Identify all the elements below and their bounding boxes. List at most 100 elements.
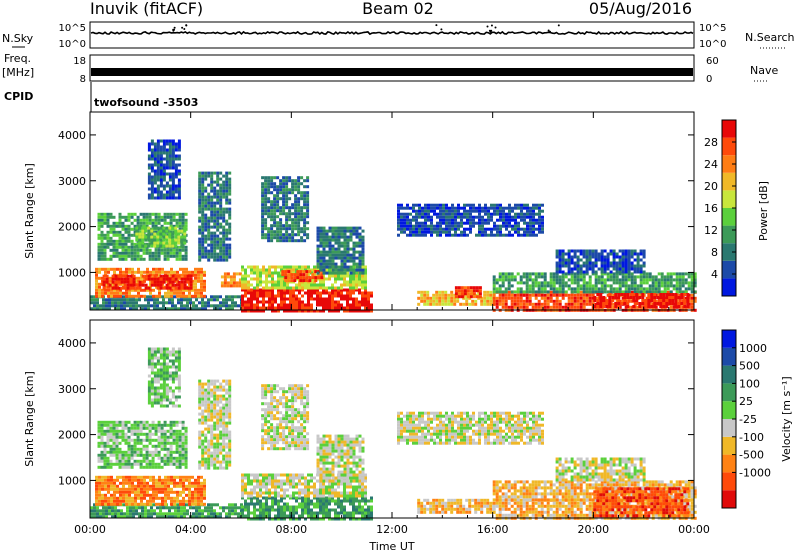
power-cell — [472, 292, 476, 296]
power-cell — [300, 218, 304, 222]
power-cell — [624, 278, 628, 282]
power-cell — [231, 304, 234, 308]
power-cell — [295, 294, 298, 298]
power-cell — [340, 286, 343, 290]
power-cell — [197, 291, 200, 295]
power-cell — [144, 274, 148, 278]
velocity-cell — [167, 478, 170, 482]
power-cell — [618, 290, 622, 294]
power-cell — [270, 236, 274, 240]
power-cell — [129, 274, 133, 278]
power-cell — [558, 284, 562, 288]
power-cell — [322, 297, 325, 301]
power-cell — [282, 197, 286, 201]
power-cell — [522, 272, 526, 276]
power-cell — [133, 248, 137, 252]
power-cell — [316, 250, 320, 254]
power-cell — [138, 226, 142, 230]
power-cell — [690, 290, 694, 294]
power-cell — [409, 206, 412, 210]
power-cell — [340, 277, 343, 281]
power-cell — [340, 297, 343, 301]
power-cell — [169, 215, 173, 219]
velocity-cell — [167, 475, 170, 479]
power-cell — [361, 238, 365, 242]
power-cell — [304, 309, 307, 313]
power-cell — [469, 209, 472, 213]
power-cell — [523, 227, 526, 231]
power-cell — [222, 186, 226, 190]
velocity-cell — [213, 515, 216, 519]
power-cell — [567, 299, 571, 303]
power-cell — [588, 296, 592, 300]
power-cell — [216, 252, 220, 256]
power-cell — [159, 196, 163, 200]
power-cell — [150, 238, 154, 242]
power-cell — [436, 206, 439, 210]
power-cell — [118, 224, 122, 228]
power-cell — [276, 176, 280, 180]
power-cell — [295, 268, 298, 272]
power-cell — [279, 236, 283, 240]
power-colorbar-label: Power [dB] — [757, 181, 770, 241]
power-cell — [567, 267, 571, 271]
power-cell — [436, 212, 439, 216]
velocity-cell — [116, 502, 119, 506]
power-cell — [192, 304, 195, 308]
power-cell — [194, 294, 197, 298]
velocity-cell — [158, 490, 161, 494]
power-cell — [352, 286, 355, 290]
power-cell — [288, 236, 292, 240]
power-cell — [144, 277, 148, 281]
power-cell — [150, 280, 154, 284]
power-cell — [241, 268, 244, 272]
power-cell — [216, 228, 220, 232]
power-cell — [502, 215, 505, 219]
power-cell — [156, 175, 160, 179]
power-cell — [177, 163, 181, 167]
power-cell — [534, 305, 538, 309]
power-cell — [166, 233, 170, 237]
power-cell — [570, 278, 574, 282]
power-cell — [493, 233, 496, 237]
power-cell — [671, 296, 675, 299]
power-cell — [93, 298, 96, 302]
power-cell — [273, 233, 277, 237]
power-cell — [540, 272, 544, 276]
power-cell — [289, 268, 292, 272]
power-cell — [609, 275, 613, 279]
power-cell — [626, 305, 630, 308]
power-cell — [115, 239, 119, 243]
power-cell — [156, 298, 159, 302]
power-cell — [406, 227, 409, 231]
velocity-cell — [110, 499, 113, 503]
power-cell — [225, 237, 229, 241]
power-cell — [277, 309, 280, 313]
power-cell — [279, 188, 283, 192]
power-cell — [101, 294, 104, 298]
velocity-cell — [171, 506, 174, 510]
power-cell — [626, 293, 630, 296]
power-cell — [188, 291, 191, 295]
power-cell — [593, 296, 597, 299]
power-cell — [632, 293, 636, 296]
power-cell — [531, 293, 535, 297]
velocity-cell — [107, 502, 110, 506]
power-cell — [603, 272, 607, 276]
power-cell — [270, 176, 274, 180]
power-cell — [522, 281, 526, 285]
power-cell — [591, 261, 595, 265]
power-cell — [178, 245, 182, 249]
power-cell — [216, 225, 220, 229]
velocity-cell — [173, 478, 176, 482]
power-cell — [526, 227, 529, 231]
power-cell — [617, 299, 621, 302]
power-cell — [540, 287, 544, 291]
power-cell — [490, 218, 493, 222]
power-cell — [611, 299, 615, 302]
power-cell — [612, 281, 616, 285]
velocity-cell — [104, 478, 107, 482]
power-cell — [433, 212, 436, 216]
power-cell — [630, 252, 634, 256]
power-cell — [228, 213, 232, 217]
